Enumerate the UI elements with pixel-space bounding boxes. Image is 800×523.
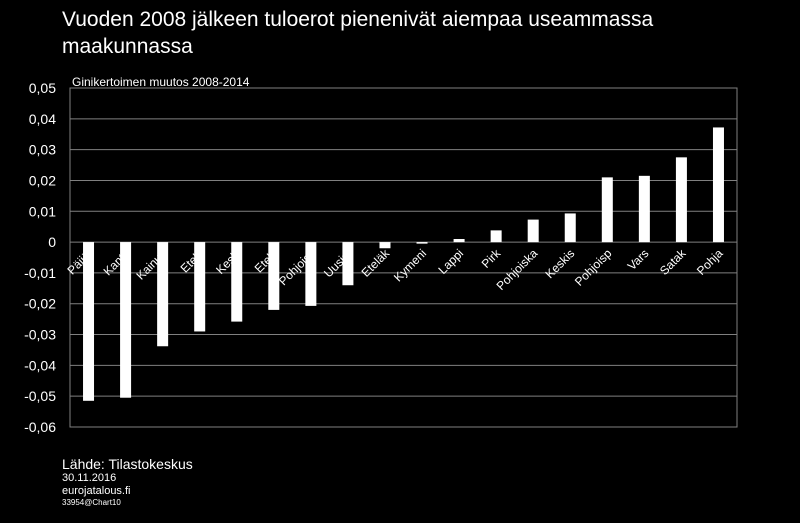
chart-title: Vuoden 2008 jälkeen tuloerot pienenivät …: [62, 8, 654, 58]
bar: [638, 175, 650, 243]
y-tick-label: 0,05: [29, 80, 56, 96]
bar: [231, 242, 243, 322]
y-tick-label: 0,04: [29, 111, 56, 127]
bar: [120, 242, 132, 398]
y-axis-ticks: 0,05 0,04 0,03 0,02 0,01 0 -0,01 -0,02 -0,03 -0,0…: [24, 80, 56, 435]
bar: [675, 157, 687, 243]
bar: [564, 213, 576, 243]
x-category-label: Keskis: [542, 246, 577, 281]
chart-code-text: 33954@Chart10: [62, 498, 121, 507]
y-tick-label: 0,01: [29, 203, 56, 219]
bars: [83, 127, 724, 401]
x-category-label: Pohjoiska: [494, 246, 541, 293]
bar: [379, 242, 391, 249]
bar: [527, 219, 539, 243]
x-category-label: Pohjoisp: [572, 246, 615, 289]
bar: [490, 230, 502, 243]
y-tick-label: 0,02: [29, 172, 56, 188]
x-category-label: Kymeni: [391, 246, 429, 284]
source-text: Lähde: Tilastokeskus: [62, 456, 193, 472]
x-category-label: Vars: [625, 246, 652, 273]
y-tick-label: -0,06: [24, 419, 56, 435]
bar: [157, 242, 169, 347]
bar: [305, 242, 317, 306]
date-text: 30.11.2016: [62, 472, 117, 484]
bar: [194, 242, 206, 332]
y-tick-label: 0: [48, 234, 56, 250]
y-tick-label: -0,02: [24, 296, 56, 312]
bar: [268, 242, 280, 310]
y-tick-label: -0,05: [24, 388, 56, 404]
y-tick-label: -0,03: [24, 327, 56, 343]
bar: [342, 242, 354, 286]
bar: [712, 127, 724, 243]
bar: [453, 239, 465, 243]
bar: [416, 242, 428, 244]
y-tick-label: 0,03: [29, 142, 56, 158]
bar: [601, 177, 613, 243]
x-category-label: Lappi: [436, 246, 467, 277]
site-text: eurojatalous.fi: [62, 485, 131, 497]
x-category-label: Eteläk: [359, 246, 393, 280]
gridlines: [69, 87, 738, 428]
footer: Lähde: Tilastokeskus 30.11.2016 eurojata…: [62, 456, 193, 508]
chart-subtitle: Ginikertoimen muutos 2008-2014: [72, 75, 250, 89]
bar: [83, 242, 95, 401]
y-tick-label: -0,01: [24, 265, 56, 281]
x-category-label: Pirk: [479, 246, 504, 271]
y-tick-label: -0,04: [24, 357, 56, 373]
